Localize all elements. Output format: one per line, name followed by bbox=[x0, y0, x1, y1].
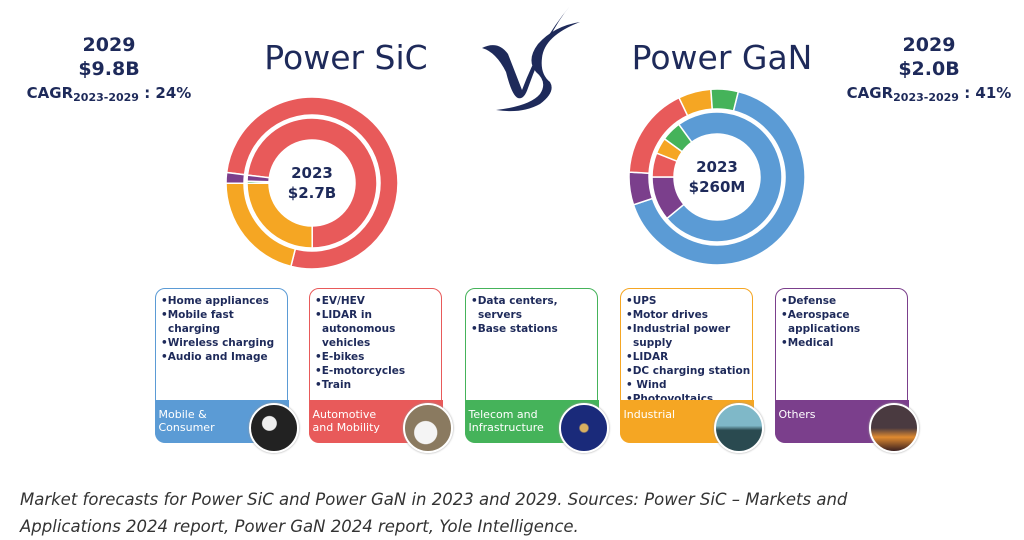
segment-label-line: Telecom and bbox=[468, 407, 538, 421]
segment-label-line: Automotive bbox=[312, 407, 377, 421]
segment-box: •EV/HEV •LIDAR in autonomous vehicles •E-b… bbox=[308, 288, 453, 453]
sic-2029-stats: 2029 $9.8B CAGR2023-2029 : 24% bbox=[18, 33, 200, 110]
application-item: •EV/HEV bbox=[315, 295, 365, 307]
inner-ring-slice-mobile-consumer bbox=[665, 111, 783, 243]
application-item: •LIDAR in autonomous vehicles bbox=[315, 309, 396, 349]
inner-ring-slice-others bbox=[246, 174, 271, 183]
application-item: •UPS bbox=[626, 295, 657, 307]
segment-label-line: and Mobility bbox=[312, 420, 380, 434]
gan-center-label: 2023 $260M bbox=[689, 157, 746, 197]
cagr-period: 2023-2029 bbox=[893, 91, 959, 104]
segment-label-line: Infrastructure bbox=[468, 420, 544, 434]
application-item: •E-bikes bbox=[315, 351, 365, 363]
application-list: •EV/HEV •LIDAR in autonomous vehicles •E-b… bbox=[310, 289, 441, 392]
application-item: •Motor drives bbox=[626, 309, 708, 321]
cagr-label: CAGR bbox=[846, 84, 894, 102]
outer-ring-slice-automotive-and-mobility bbox=[225, 96, 399, 270]
application-item: •Data centers, servers bbox=[471, 295, 558, 321]
segment-label-line: Mobile & bbox=[158, 407, 207, 421]
application-item: •E-motorcycles bbox=[315, 365, 406, 377]
sic-center-label: 2023 $2.7B bbox=[288, 163, 336, 203]
application-item: •Base stations bbox=[471, 323, 558, 335]
mobile-consumer-image bbox=[249, 403, 299, 453]
application-item: •Train bbox=[315, 379, 352, 391]
outer-ring-slice-mobile-consumer bbox=[632, 90, 806, 266]
application-item: •Wireless charging bbox=[161, 337, 275, 349]
segment-box: •UPS •Motor drives •Industrial power suppl… bbox=[619, 288, 764, 453]
automotive-image bbox=[403, 403, 453, 453]
center-year: 2023 bbox=[696, 158, 738, 176]
application-list: •Data centers, servers •Base stations bbox=[466, 289, 597, 336]
segment-label-line: Consumer bbox=[158, 420, 215, 434]
inner-ring-slice-automotive-and-mobility bbox=[246, 117, 378, 249]
application-item: •Defense bbox=[781, 295, 837, 307]
segment-label-line: Others bbox=[778, 407, 816, 421]
gan-donut-chart bbox=[628, 88, 806, 266]
gan-2029-value: $2.0B bbox=[898, 58, 960, 80]
vs-logo bbox=[482, 6, 580, 112]
application-item: •Industrial power supply bbox=[626, 323, 731, 349]
caption-line-1: Market forecasts for Power SiC and Power… bbox=[20, 490, 848, 509]
sic-title: Power SiC bbox=[264, 38, 428, 77]
sic-2029-value: $9.8B bbox=[78, 58, 140, 80]
application-item: •DC charging station bbox=[626, 365, 751, 377]
application-item: •Audio and Image bbox=[161, 351, 268, 363]
inner-ring-slice-telecom-and-infrastructure bbox=[663, 123, 693, 153]
industrial-image bbox=[714, 403, 764, 453]
cagr-period: 2023-2029 bbox=[73, 91, 139, 104]
gan-2029-stats: 2029 $2.0B CAGR2023-2029 : 41% bbox=[838, 33, 1020, 110]
gan-title: Power GaN bbox=[631, 38, 813, 77]
application-list: •Defense •Aerospace applications •Medical bbox=[776, 289, 907, 350]
application-item: •Aerospace applications bbox=[781, 309, 861, 335]
segment-label-line: Industrial bbox=[623, 407, 676, 421]
application-list: •Home appliances •Mobile fast charging •Wi… bbox=[156, 289, 287, 364]
center-year: 2023 bbox=[291, 164, 333, 182]
figure-caption: Market forecasts for Power SiC and Power… bbox=[20, 486, 847, 540]
telecom-image bbox=[559, 403, 609, 453]
application-item: •Medical bbox=[781, 337, 834, 349]
outer-ring-slice-others bbox=[628, 171, 654, 206]
application-item: •LIDAR bbox=[626, 351, 669, 363]
gan-cagr: CAGR2023-2029 : 41% bbox=[838, 81, 1020, 110]
center-value: $260M bbox=[688, 178, 746, 196]
cagr-label: CAGR bbox=[26, 84, 74, 102]
segment-box: •Data centers, servers •Base stations Tele… bbox=[464, 288, 609, 453]
application-item: •Mobile fast charging bbox=[161, 309, 234, 335]
caption-line-2: Applications 2024 report, Power GaN 2024… bbox=[20, 517, 579, 536]
cagr-value: : 41% bbox=[964, 84, 1012, 102]
sic-donut-chart bbox=[225, 96, 399, 270]
application-item: • Wind bbox=[626, 379, 667, 391]
outer-ring-slice-telecom-and-infrastructure bbox=[710, 88, 740, 112]
application-item: •Home appliances bbox=[161, 295, 269, 307]
application-list: •UPS •Motor drives •Industrial power suppl… bbox=[621, 289, 752, 406]
segment-box: •Home appliances •Mobile fast charging •Wi… bbox=[154, 288, 299, 453]
outer-ring-slice-others bbox=[225, 171, 246, 185]
sic-cagr: CAGR2023-2029 : 24% bbox=[18, 81, 200, 110]
segment-box: •Defense •Aerospace applications •Medical O… bbox=[774, 288, 919, 453]
gan-2029-year: 2029 bbox=[902, 34, 956, 56]
sic-2029-year: 2029 bbox=[82, 34, 136, 56]
others-image bbox=[869, 403, 919, 453]
center-value: $2.7B bbox=[287, 184, 337, 202]
cagr-value: : 24% bbox=[144, 84, 192, 102]
